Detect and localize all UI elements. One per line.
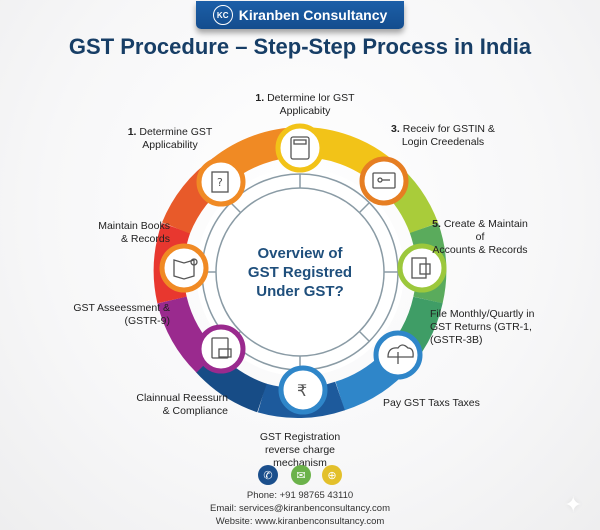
center-line: Overview of <box>257 245 343 262</box>
step-text: Create & Maintain of <box>443 218 528 243</box>
step-text: Clainnual Reessurn <box>136 392 228 404</box>
email-icon: ✉ <box>291 465 311 485</box>
step-text: (GSTR-3B) <box>430 334 483 346</box>
center-line: GST Registred <box>247 264 353 281</box>
step-text: File Monthly/Quartly in <box>430 308 535 320</box>
step-label-registration: GST Registration reverse charge mechanism <box>245 431 355 470</box>
step-number: 1. <box>255 92 265 104</box>
step-label-applicability: 1. Determine GST Applicability <box>120 126 220 152</box>
step-text: & Records <box>120 233 170 245</box>
sparkle-icon: ✦ <box>564 492 583 517</box>
step-text: Receiv for GSTIN & <box>402 123 495 135</box>
step-number: 5. <box>432 218 441 230</box>
step-text: Determine lor GST <box>267 92 355 104</box>
question-icon: ? <box>217 176 223 189</box>
step-text: Accounts & Records <box>432 244 528 256</box>
phone-icon: ✆ <box>258 465 278 485</box>
step-text: reverse charge mechanism <box>264 444 336 469</box>
step-label-gstin: 3. Receiv for GSTIN & Login Creedenals <box>388 123 498 149</box>
center-line: Under GST? <box>256 283 344 300</box>
step-text: GST Registration <box>259 431 341 443</box>
step-label-books: Maintain Books & Records <box>80 220 170 246</box>
step-label-returns: File Monthly/Quartly in GST Returns (GTR-… <box>430 308 550 347</box>
rupee-icon: ₹ <box>297 381 307 400</box>
footer-email[interactable]: Email: services@kiranbenconsultancy.com <box>209 503 390 514</box>
step-text: Applicabity <box>279 105 331 117</box>
step-text: Determine GST <box>139 126 213 138</box>
step-text: GST Returns (GTR-1, <box>430 321 532 333</box>
step-label-top: 1. Determine lor GST Applicabity <box>250 92 360 118</box>
step-label-accounts: 5. Create & Maintain of Accounts & Record… <box>430 218 530 257</box>
step-text: (GSTR-9) <box>124 315 171 327</box>
step-text: Pay GST Taxs Taxes <box>383 397 480 409</box>
center-overview: Overview of GST Registred Under GST? <box>240 244 360 301</box>
step-label-pay: Pay GST Taxs Taxes <box>383 397 493 410</box>
node-calculator <box>275 123 325 173</box>
footer-phone: Phone: +91 98765 43110 <box>246 490 354 501</box>
step-text: Login Creedenals <box>401 136 485 148</box>
step-text: & Compliance <box>162 405 228 417</box>
step-text: Maintain Books <box>98 220 170 232</box>
step-text: GST Asseessment & <box>73 302 170 314</box>
step-number: 1. <box>127 126 137 138</box>
step-label-compliance: Clainnual Reessurn & Compliance <box>120 392 228 418</box>
page-title: GST Procedure – Step-Step Process in Ind… <box>68 34 532 59</box>
brand-banner: KC Kiranben Consultancy <box>196 1 404 29</box>
footer-website[interactable]: Website: www.kiranbenconsultancy.com <box>215 516 385 527</box>
step-text: Applicability <box>142 139 198 151</box>
kc-logo-icon: KC <box>212 5 233 25</box>
globe-icon: ⊕ <box>322 465 342 485</box>
step-label-assessment: GST Asseessment & (GSTR-9) <box>70 302 170 328</box>
step-number: 3. <box>391 123 400 135</box>
brand-name: Kiranben Consultancy <box>238 7 388 23</box>
